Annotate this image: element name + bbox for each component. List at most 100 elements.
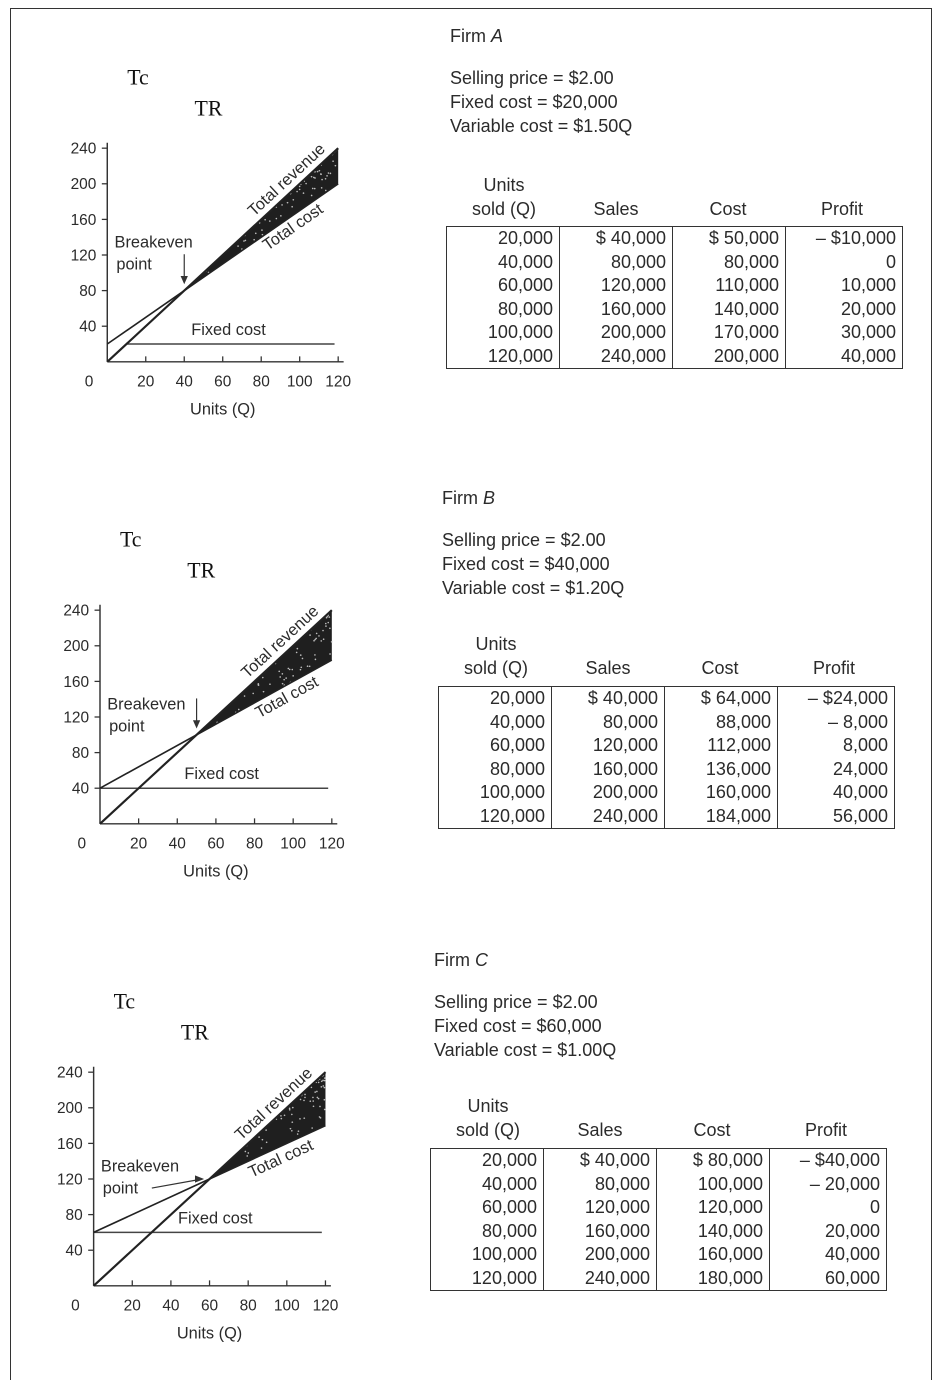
sales-cell: 120,000 <box>544 1196 657 1220</box>
profit-cell: – 8,000 <box>778 711 895 735</box>
x-tick-label: 80 <box>253 373 270 390</box>
shade-speckle <box>328 616 330 618</box>
shade-speckle <box>324 1087 326 1089</box>
shade-speckle <box>292 199 294 201</box>
shade-speckle <box>276 218 278 220</box>
profit-cell: – 20,000 <box>770 1173 887 1197</box>
profit-cell: 30,000 <box>786 321 903 345</box>
shade-speckle <box>280 215 282 217</box>
cost-cell: 112,000 <box>665 734 778 758</box>
shade-speckle <box>322 630 324 632</box>
shade-speckle <box>287 668 289 670</box>
tr-label: TR <box>181 1020 209 1044</box>
x-tick-label: 120 <box>313 1297 339 1314</box>
cost-cell: 140,000 <box>673 298 786 322</box>
shade-speckle <box>290 1128 292 1130</box>
y-tick-label: 240 <box>63 603 89 620</box>
sales-header: Sales <box>552 656 664 680</box>
shade-speckle <box>303 192 305 194</box>
cost-cell: 110,000 <box>673 274 786 298</box>
sales-cell: 240,000 <box>544 1267 657 1291</box>
cost-cell: 160,000 <box>665 781 778 805</box>
x-tick-label: 120 <box>325 373 351 390</box>
profit-cell: – $24,000 <box>778 687 895 711</box>
shade-speckle <box>320 1117 322 1119</box>
y-tick-label: 200 <box>71 176 97 193</box>
breakeven-chart: Tc TR 40 80 120 160 200 240 0 20 40 60 80 100 120 Units… <box>0 0 400 460</box>
sales-cell: 200,000 <box>544 1243 657 1267</box>
variable-cost-text: Variable cost = $1.50Q <box>450 114 632 138</box>
shade-speckle <box>261 229 263 231</box>
units-cell: 60,000 <box>431 1196 544 1220</box>
table-row: 60,000 120,000 120,000 0 <box>431 1196 887 1220</box>
tr-label: TR <box>195 96 223 120</box>
y-tick-label: 120 <box>63 709 89 726</box>
units-cell: 120,000 <box>431 1267 544 1291</box>
y-tick-label: 240 <box>71 141 97 158</box>
y-tick-label: 160 <box>63 674 89 691</box>
shade-speckle <box>299 189 301 191</box>
shade-speckle <box>244 695 246 697</box>
breakeven-label: point <box>103 1180 139 1198</box>
cost-cell: $ 64,000 <box>665 687 778 711</box>
table-row: 40,000 80,000 100,000– 20,000 <box>431 1173 887 1197</box>
y-tick-label: 40 <box>72 781 89 798</box>
x-tick-label: 100 <box>280 835 306 852</box>
shade-speckle <box>261 1147 263 1149</box>
shade-speckle <box>323 638 325 640</box>
table-row: 100,000 200,000 170,000 30,000 <box>447 321 903 345</box>
tc-label: Tc <box>127 66 148 90</box>
x-tick-label: 0 <box>71 1297 80 1314</box>
shade-speckle <box>324 1080 326 1082</box>
shade-speckle <box>269 220 271 222</box>
y-tick-label: 240 <box>57 1065 83 1082</box>
table-row: 40,000 80,000 80,000 0 <box>447 251 903 275</box>
shade-speckle <box>313 1105 315 1107</box>
shade-speckle <box>322 1080 324 1082</box>
shade-speckle <box>312 188 314 190</box>
cost-cell: $ 80,000 <box>657 1149 770 1173</box>
shade-speckle <box>314 654 316 656</box>
shade-speckle <box>300 669 302 671</box>
profit-table: 20,000 $ 40,000 $ 50,000– $10,000 40,000 80,… <box>446 226 903 369</box>
shade-speckle <box>322 1085 324 1087</box>
shade-speckle <box>321 187 323 189</box>
shade-speckle <box>314 1091 316 1093</box>
shade-speckle <box>320 640 322 642</box>
shade-speckle <box>291 669 293 671</box>
x-tick-label: 20 <box>130 835 147 852</box>
shade-speckle <box>258 1136 260 1138</box>
fixed-cost-text: Fixed cost = $20,000 <box>450 90 632 114</box>
sales-header: Sales <box>544 1118 656 1142</box>
cost-header: Cost <box>664 656 776 680</box>
shade-speckle <box>319 170 321 172</box>
cost-cell: $ 50,000 <box>673 227 786 251</box>
profit-cell: 0 <box>786 251 903 275</box>
shade-speckle <box>264 219 266 221</box>
shade-speckle <box>309 634 311 636</box>
units-cell: 120,000 <box>447 345 560 369</box>
profit-cell: 0 <box>770 1196 887 1220</box>
shade-speckle <box>296 652 298 654</box>
shade-speckle <box>245 240 247 242</box>
shade-speckle <box>289 669 291 671</box>
shade-speckle <box>281 204 283 206</box>
shade-speckle <box>318 1082 320 1084</box>
fixed-cost-text: Fixed cost = $60,000 <box>434 1014 616 1038</box>
shade-speckle <box>265 1129 267 1131</box>
sales-cell: 160,000 <box>544 1220 657 1244</box>
firm-title: Firm A <box>450 24 632 48</box>
shade-speckle <box>316 1091 318 1093</box>
profit-header: Profit <box>784 197 900 221</box>
shade-speckle <box>255 233 257 235</box>
fixed-cost-text: Fixed cost = $40,000 <box>442 552 624 576</box>
shade-speckle <box>299 1118 301 1120</box>
units-cell: 100,000 <box>439 781 552 805</box>
shade-speckle <box>317 1097 319 1099</box>
shade-speckle <box>282 683 284 685</box>
shade-speckle <box>280 1115 282 1117</box>
x-tick-label: 60 <box>207 835 224 852</box>
selling-price-text: Selling price = $2.00 <box>450 66 632 90</box>
x-axis-label: Units (Q) <box>183 863 248 881</box>
shade-speckle <box>325 178 327 180</box>
